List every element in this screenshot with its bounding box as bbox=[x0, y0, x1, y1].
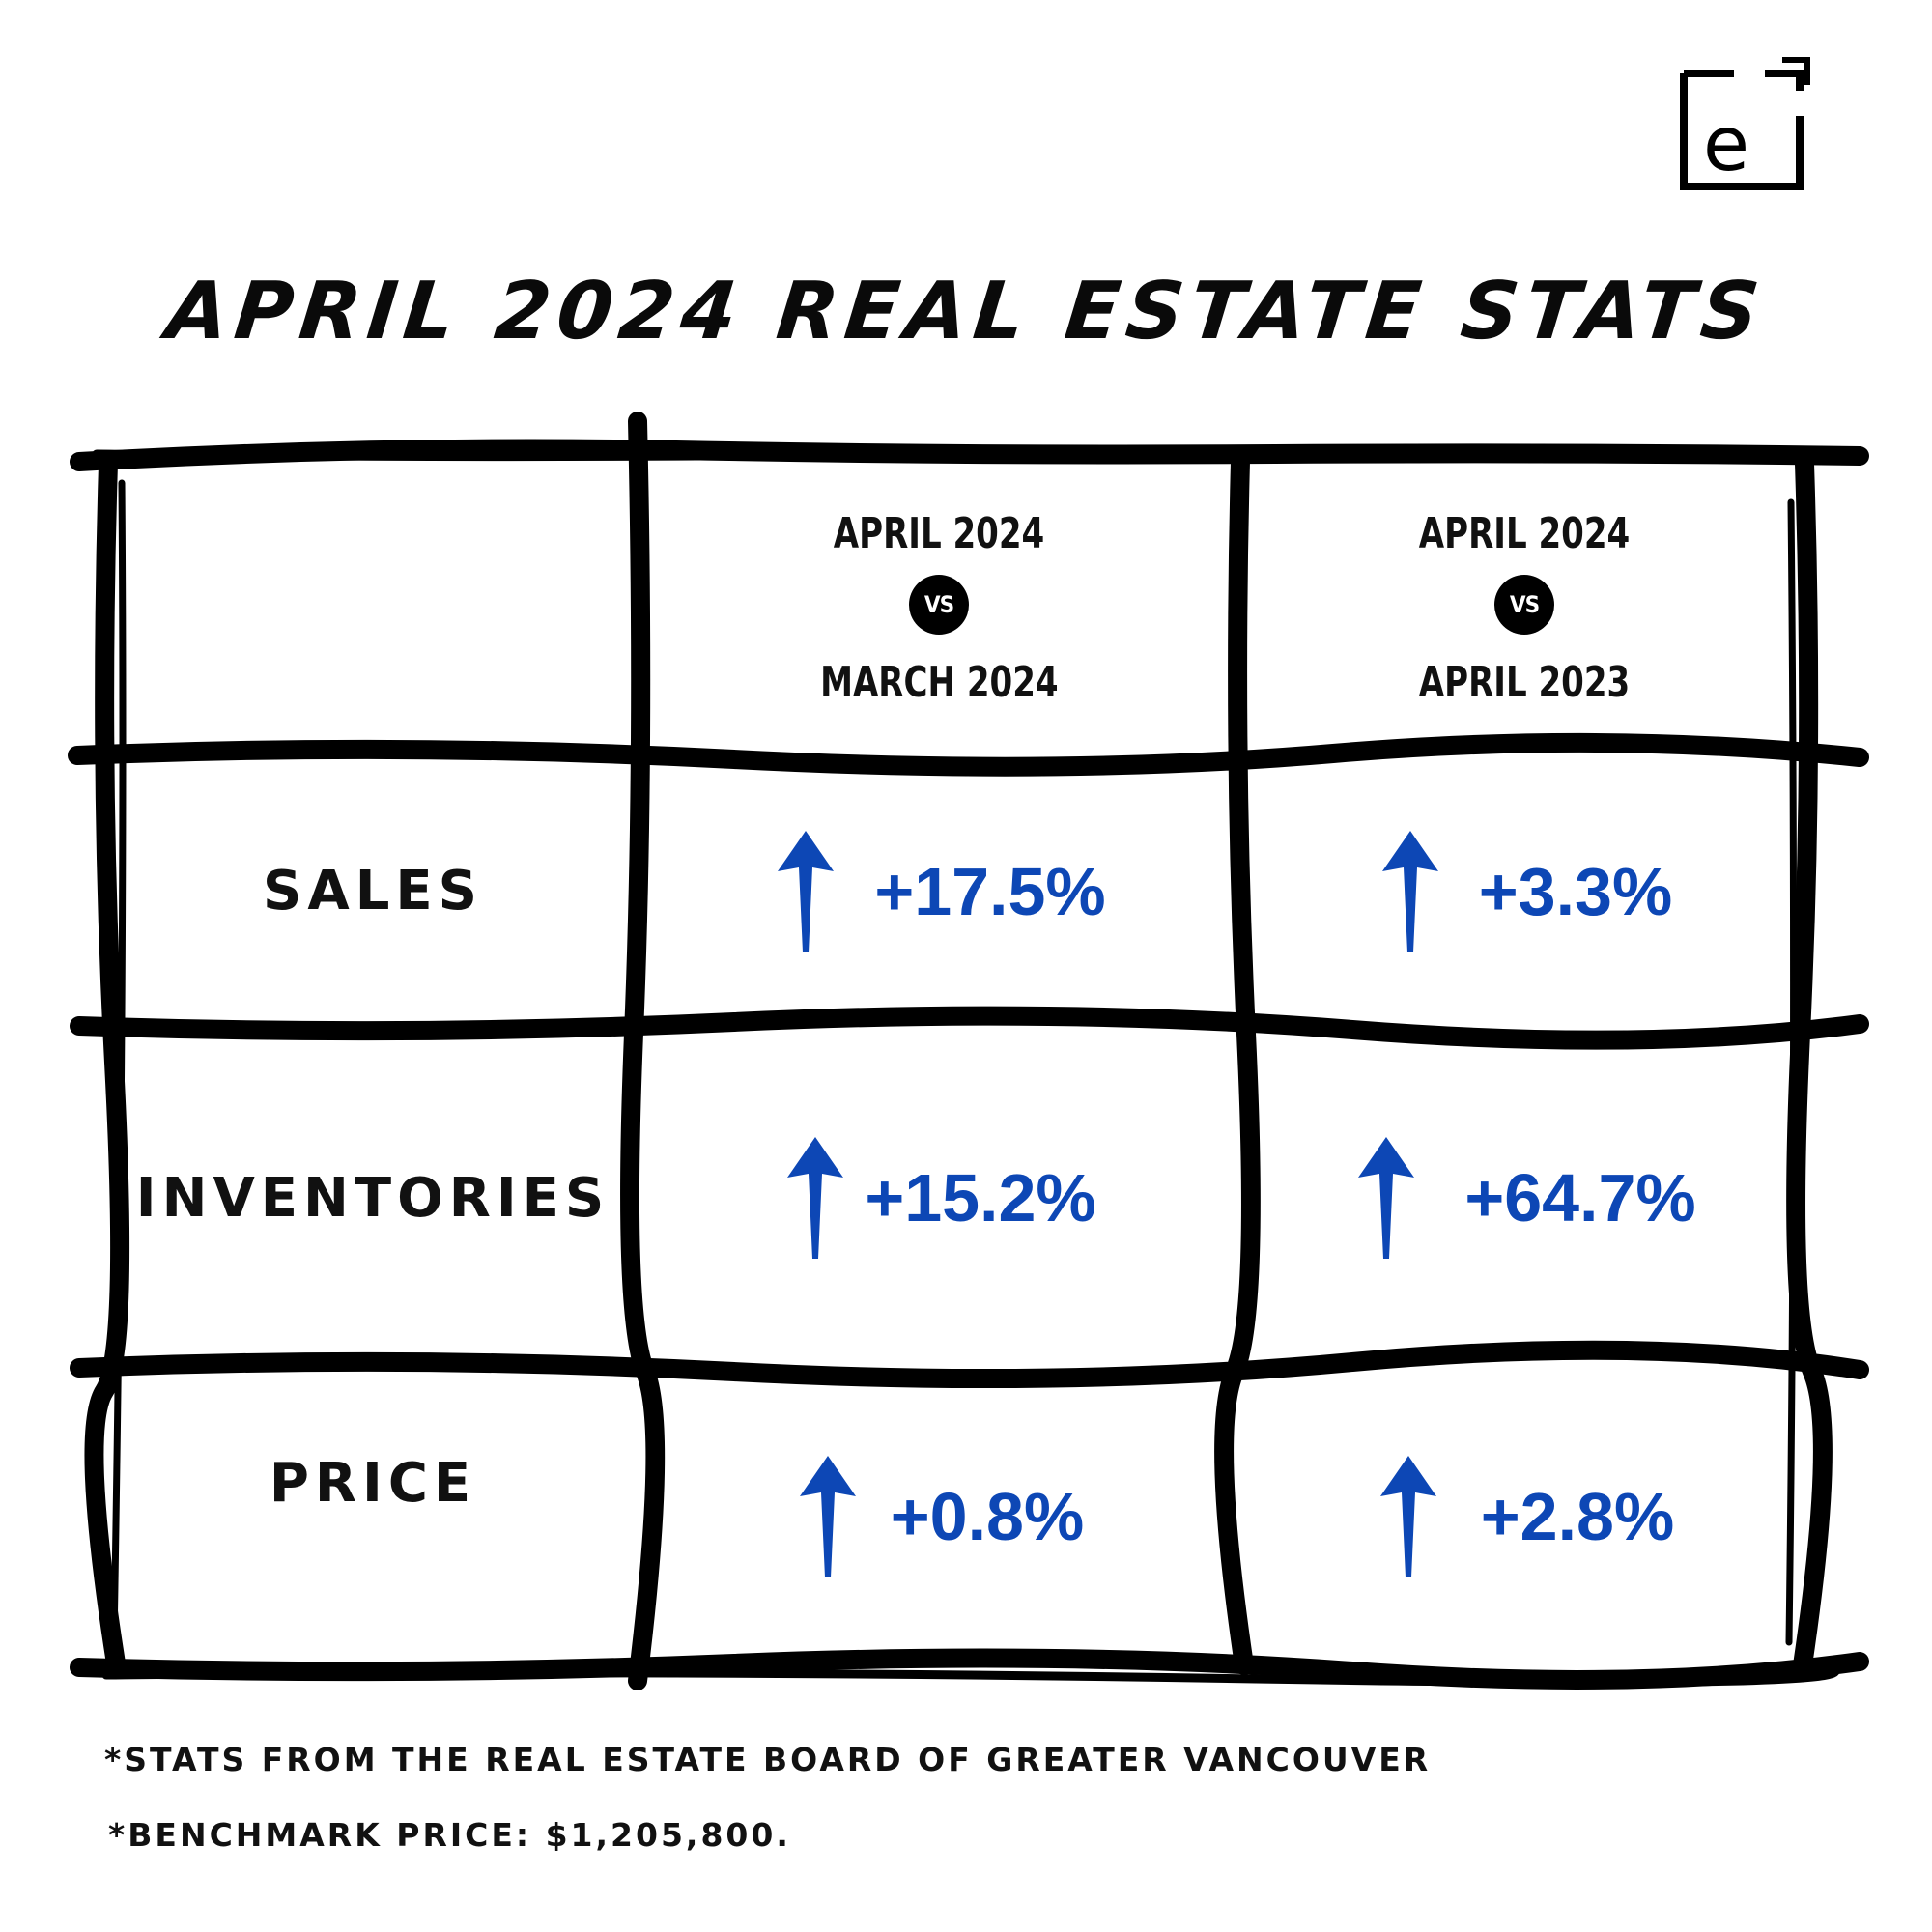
up-arrow-icon bbox=[781, 1135, 849, 1261]
column-header-current-label: APRIL 2024 bbox=[1418, 509, 1631, 558]
up-arrow-icon bbox=[1375, 1454, 1442, 1579]
column-header-mom: APRIL 2024 VS MARCH 2024 bbox=[649, 473, 1229, 744]
up-arrow-icon bbox=[1377, 829, 1444, 954]
column-header-current-label: APRIL 2024 bbox=[833, 509, 1045, 558]
inventories-mom-cell: +15.2% bbox=[649, 1038, 1229, 1357]
footnote-benchmark-price: *BENCHMARK PRICE: $1,205,800. bbox=[108, 1816, 791, 1854]
up-arrow-icon bbox=[1352, 1135, 1420, 1261]
inventories-mom-value: +15.2% bbox=[865, 1160, 1096, 1236]
sales-mom-value: +17.5% bbox=[874, 853, 1106, 929]
price-yoy-value: +2.8% bbox=[1480, 1479, 1675, 1554]
up-arrow-icon bbox=[772, 829, 839, 954]
column-header-compare-label: APRIL 2023 bbox=[1418, 658, 1631, 707]
price-yoy-cell: +2.8% bbox=[1254, 1381, 1795, 1652]
column-header-compare-label: MARCH 2024 bbox=[819, 658, 1059, 707]
row-label-inventories: INVENTORIES bbox=[135, 1166, 611, 1230]
vs-badge: VS bbox=[1494, 575, 1554, 635]
sales-yoy-cell: +3.3% bbox=[1254, 768, 1795, 1014]
svg-text:e: e bbox=[1703, 101, 1749, 188]
row-label-price: PRICE bbox=[269, 1451, 477, 1515]
vs-badge: VS bbox=[909, 575, 969, 635]
up-arrow-icon bbox=[794, 1454, 862, 1579]
inventories-yoy-value: +64.7% bbox=[1464, 1160, 1696, 1236]
price-mom-cell: +0.8% bbox=[649, 1381, 1229, 1652]
row-label-sales: SALES bbox=[263, 860, 483, 923]
price-mom-value: +0.8% bbox=[890, 1479, 1085, 1554]
column-header-yoy: APRIL 2024 VS APRIL 2023 bbox=[1254, 473, 1795, 744]
sales-yoy-value: +3.3% bbox=[1478, 853, 1673, 929]
footnote-source: *STATS FROM THE REAL ESTATE BOARD OF GRE… bbox=[104, 1741, 1432, 1778]
inventories-yoy-cell: +64.7% bbox=[1254, 1038, 1795, 1357]
sales-mom-cell: +17.5% bbox=[649, 768, 1229, 1014]
e-logo-icon: e bbox=[1676, 56, 1811, 194]
